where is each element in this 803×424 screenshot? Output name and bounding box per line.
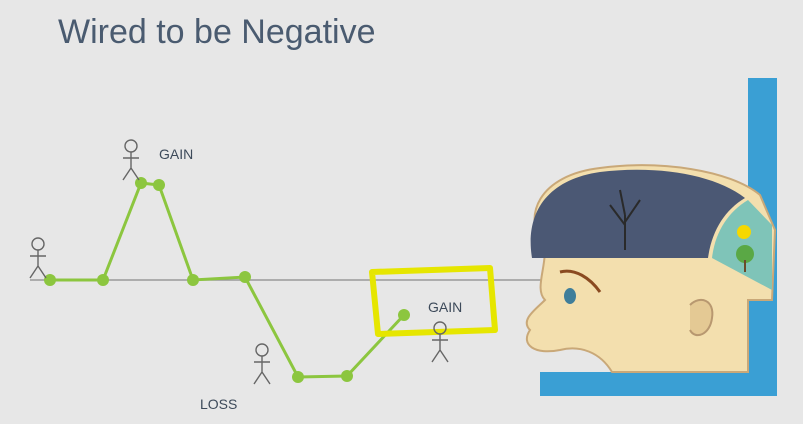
point [44, 274, 56, 286]
point [153, 179, 165, 191]
head-illustration [525, 78, 777, 396]
loss-label: LOSS [200, 396, 237, 412]
storm-area [530, 169, 745, 258]
stick-figure [29, 237, 47, 279]
eye [564, 288, 576, 304]
sun [737, 225, 751, 239]
gain-label: GAIN [428, 299, 462, 315]
point [135, 177, 147, 189]
sunny-area [712, 200, 772, 290]
highlight-box [369, 265, 498, 337]
point [97, 274, 109, 286]
gain-label: GAIN [159, 146, 193, 162]
bare-tree [609, 189, 641, 250]
stick-figure [253, 343, 271, 385]
stick-figure [431, 321, 449, 363]
point [292, 371, 304, 383]
point [239, 271, 251, 283]
point [398, 309, 410, 321]
point [187, 274, 199, 286]
slide-title: Wired to be Negative [58, 13, 376, 51]
mood-points [44, 177, 410, 383]
stick-figure [122, 139, 140, 181]
ear [689, 298, 714, 337]
point [341, 370, 353, 382]
floor [540, 372, 777, 396]
tree [736, 245, 754, 263]
eyebrow [559, 269, 602, 293]
